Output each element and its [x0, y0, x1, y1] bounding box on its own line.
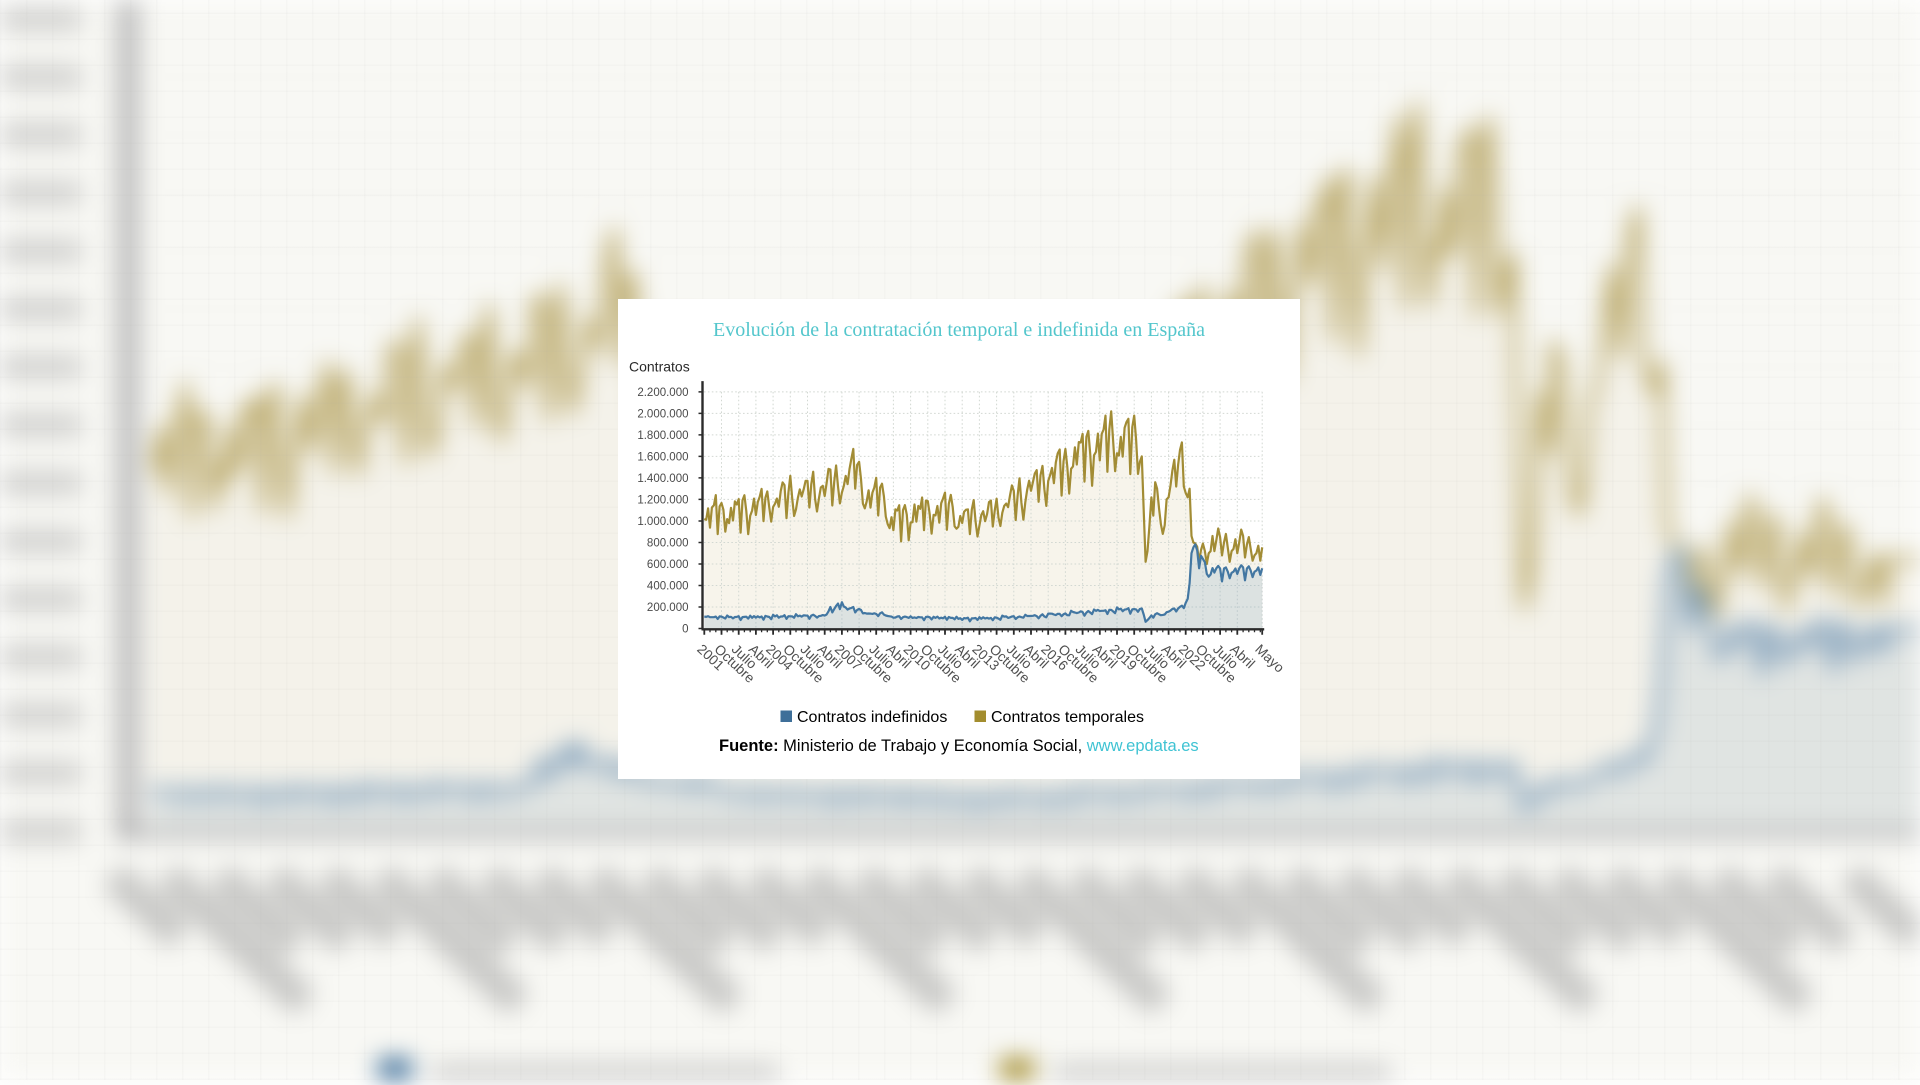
- svg-text:400.000: 400.000: [647, 581, 689, 593]
- svg-text:Contratos indefinidos: Contratos indefinidos: [797, 709, 947, 726]
- svg-text:200.000: 200.000: [647, 602, 689, 614]
- svg-text:Fuente: Ministerio de Trabajo: Fuente: Ministerio de Trabajo y Economía…: [719, 737, 1199, 755]
- svg-text:1.800.000: 1.800.000: [637, 430, 688, 442]
- svg-text:Contratos temporales: Contratos temporales: [991, 709, 1144, 726]
- svg-text:Evolución de la contratación t: Evolución de la contratación temporal e …: [713, 319, 1205, 341]
- svg-text:600.000: 600.000: [647, 559, 689, 571]
- svg-text:2.200.000: 2.200.000: [637, 387, 688, 399]
- svg-text:1.200.000: 1.200.000: [637, 494, 688, 506]
- svg-text:Contratos: Contratos: [629, 359, 690, 375]
- svg-text:2.000.000: 2.000.000: [637, 408, 688, 420]
- svg-text:800.000: 800.000: [647, 538, 689, 550]
- svg-text:1.600.000: 1.600.000: [637, 451, 688, 463]
- svg-text:1.000.000: 1.000.000: [637, 516, 688, 528]
- svg-text:1.400.000: 1.400.000: [637, 473, 688, 485]
- svg-text:0: 0: [682, 624, 688, 636]
